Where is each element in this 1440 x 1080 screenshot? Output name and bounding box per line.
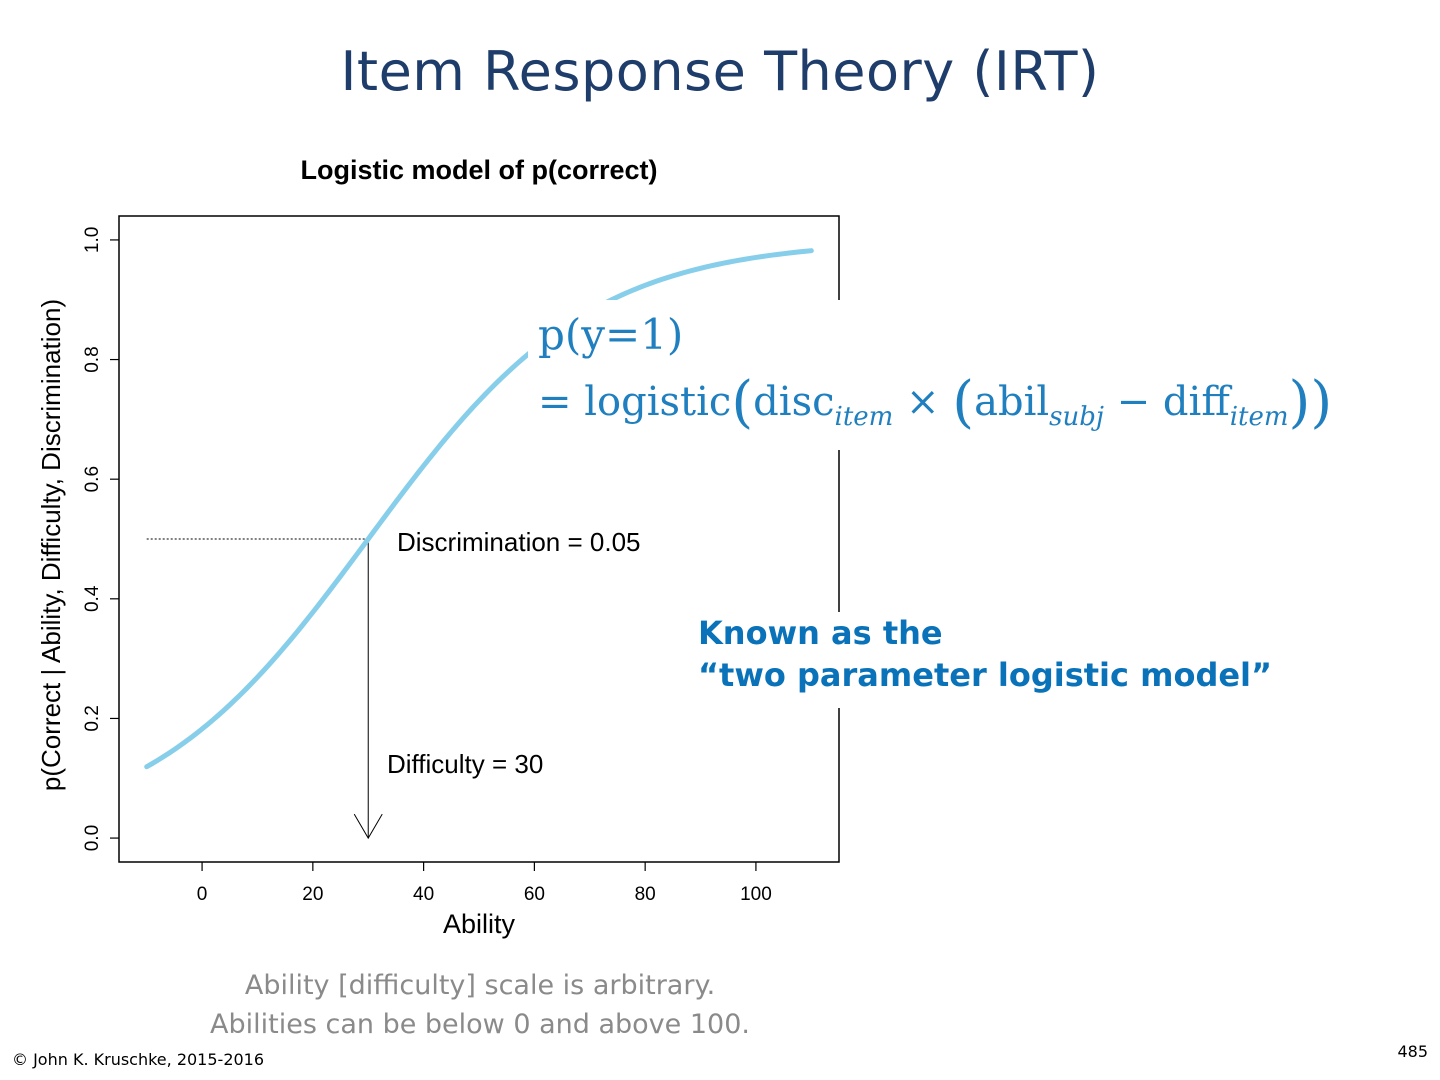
x-tick-label: 80 [635,884,656,905]
note-line1: Ability [difficulty] scale is arbitrary. [244,970,716,1001]
slide-title: Item Response Theory (IRT) [340,40,1100,103]
x-tick-label: 40 [413,884,434,905]
annotation-lines [146,538,383,840]
x-tick-label: 0 [197,884,208,905]
difficulty-label: Difficulty = 30 [387,749,543,779]
formula-line2: = logistic(discitem × (abilsubj − diffit… [538,370,1333,435]
formula-box: p(y=1) = logistic(discitem × (abilsubj −… [528,300,1428,450]
note-line2: Abilities can be below 0 and above 100. [210,1009,750,1040]
x-tick-label: 60 [524,884,545,905]
y-tick-label: 0.0 [82,825,103,851]
y-tick-label: 0.6 [82,466,103,492]
chart-title: Logistic model of p(correct) [300,155,657,185]
page-number: 485 [1397,1042,1428,1061]
scale-note: Ability [difficulty] scale is arbitrary.… [130,966,830,1044]
formula-prefix: = logistic [538,379,732,425]
x-tick-label: 100 [740,884,772,905]
known-as-line2: “two parameter logistic model” [698,656,1273,694]
difficulty-arrow-head [353,813,383,840]
y-tick-label: 0.2 [82,705,103,731]
copyright: © John K. Kruschke, 2015-2016 [12,1050,265,1069]
known-as-line1: Known as the [698,614,943,652]
plot-frame [118,215,840,863]
known-as-callout: Known as the “two parameter logistic mod… [688,612,1298,708]
y-tick-label: 0.8 [82,346,103,372]
y-tick-label: 0.4 [82,585,103,612]
y-tick-label: 1.0 [82,227,103,253]
discrimination-label: Discrimination = 0.05 [397,527,641,557]
formula-line1: p(y=1) [538,310,684,359]
x-axis-label: Ability [443,909,516,939]
logistic-curve [144,248,814,770]
x-tick-label: 20 [302,884,323,905]
axis-ticks: 0 20 40 60 80 100 0.0 0.2 0.4 0.6 0.8 1.0 [82,227,772,905]
y-axis-label: p(Correct | Ability, Difficulty, Discrim… [36,299,66,791]
